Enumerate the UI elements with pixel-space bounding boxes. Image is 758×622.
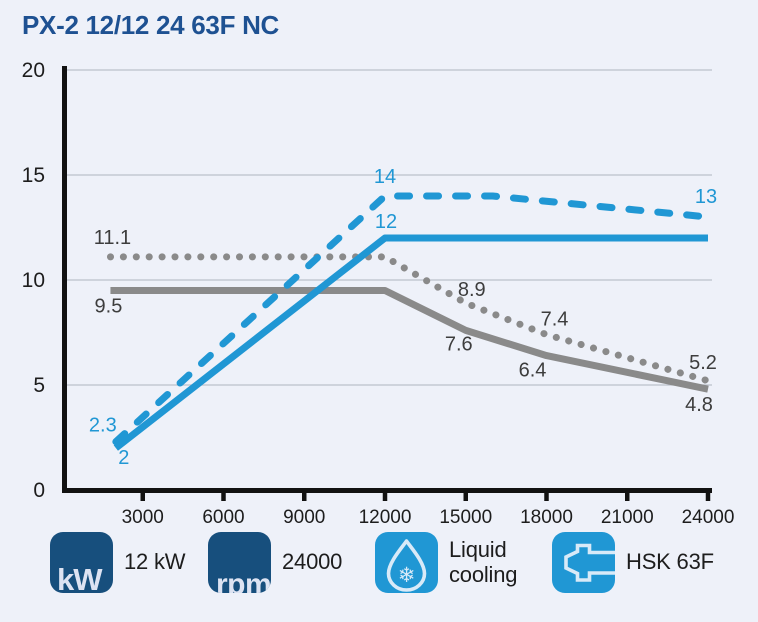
x-tick-label: 12000	[359, 507, 412, 528]
legend-item-cooling: ❄ Liquid cooling	[375, 532, 541, 593]
liquid-cooling-icon: ❄	[375, 532, 438, 593]
point-label-7.4: 7.4	[541, 309, 569, 331]
point-label-6.4: 6.4	[519, 360, 547, 382]
point-label-13: 13	[695, 186, 717, 208]
series-blue-solid-curve	[113, 234, 708, 451]
x-tick-label: 21000	[601, 507, 654, 528]
rpm-icon-text: rpm	[216, 568, 271, 593]
x-tick-label: 24000	[682, 507, 735, 528]
svg-text:❄: ❄	[398, 563, 416, 587]
hsk-63f-icon	[552, 532, 615, 593]
kw-icon: kW	[50, 532, 113, 593]
legend-label-power: 12 kW	[124, 549, 186, 575]
y-tick-label: 15	[22, 164, 45, 187]
point-label-4.8: 4.8	[685, 394, 713, 416]
legend-label-cooling: Liquid cooling	[449, 536, 518, 587]
y-tick-label: 20	[22, 59, 45, 82]
point-label-2.3: 2.3	[89, 415, 117, 437]
droplet-snowflake-icon: ❄	[386, 539, 427, 592]
x-tick-label: 6000	[202, 507, 244, 528]
point-label-11.1: 11.1	[94, 227, 131, 249]
y-tick-label: 0	[33, 479, 45, 502]
series-blue-dashed-curve	[112, 192, 712, 446]
point-label-12: 12	[375, 211, 397, 233]
x-tick-label: 18000	[520, 507, 573, 528]
legend-label-toolholder: HSK 63F	[626, 549, 714, 575]
point-label-5.2: 5.2	[689, 352, 717, 374]
legend-label-rpm: 24000	[282, 549, 343, 575]
point-label-8.9: 8.9	[458, 279, 486, 301]
point-label-14: 14	[374, 166, 396, 188]
toolholder-outline-icon	[564, 543, 615, 582]
y-tick-label: 5	[33, 374, 45, 397]
rpm-icon: rpm	[208, 532, 271, 593]
legend: kW 12 kW rpm 24000 ❄ Liquid cooling	[0, 532, 758, 602]
x-tick-label: 15000	[439, 507, 492, 528]
page-title: PX-2 12/12 24 63F NC	[22, 10, 280, 40]
series-gray-solid-curve	[110, 287, 709, 393]
kw-icon-text: kW	[57, 562, 102, 593]
series-gray-dotted-curve	[106, 253, 712, 385]
point-label-2: 2	[118, 447, 129, 469]
x-tick-label: 9000	[283, 507, 325, 528]
legend-item-toolholder: HSK 63F	[552, 532, 714, 593]
legend-item-power: kW 12 kW	[50, 532, 186, 593]
x-tick-label: 3000	[122, 507, 164, 528]
point-label-9.5: 9.5	[95, 296, 123, 318]
legend-item-rpm: rpm 24000	[208, 532, 342, 593]
y-tick-label: 10	[22, 269, 45, 292]
point-label-7.6: 7.6	[445, 333, 473, 355]
